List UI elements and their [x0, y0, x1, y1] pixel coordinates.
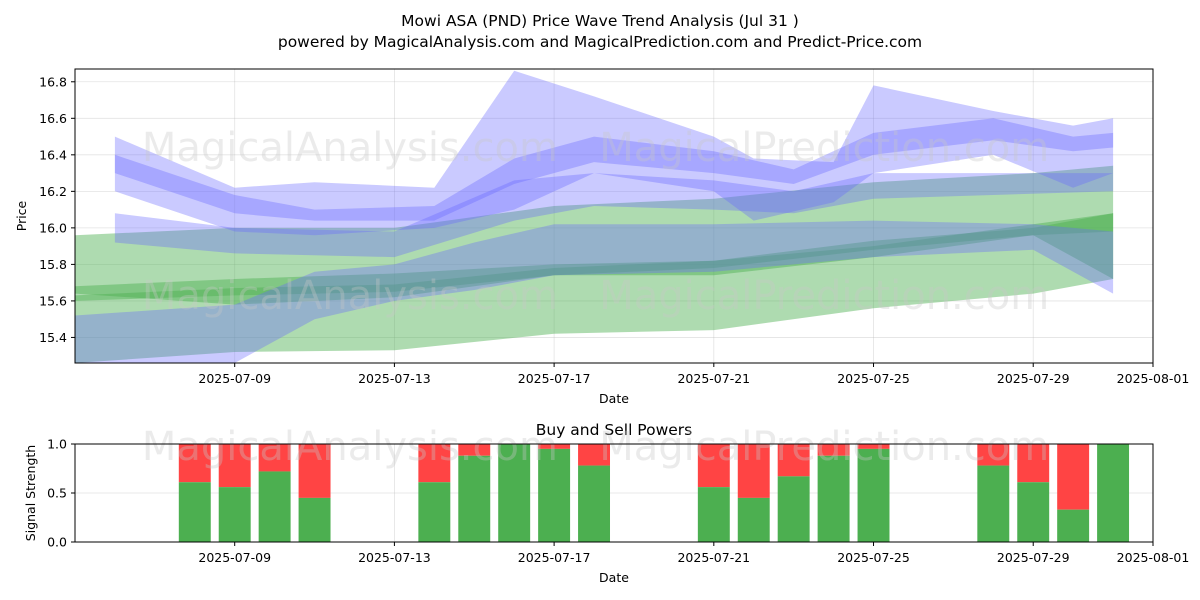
- bottom-chart-title: Buy and Sell Powers: [536, 421, 693, 439]
- bottom-x-tick-label: 2025-08-01: [1117, 550, 1190, 565]
- sell-power-bar: [178, 444, 211, 483]
- top-panel: MagicalAnalysis.com MagicalPrediction.com…: [14, 68, 1190, 406]
- buy-power-bar: [817, 455, 850, 542]
- sell-power-bar: [458, 444, 491, 456]
- watermark-text: MagicalPrediction.com: [599, 424, 1049, 470]
- bottom-x-tick-label: 2025-07-21: [677, 550, 750, 565]
- sell-power-bar: [578, 444, 611, 466]
- top-x-tick-label: 2025-08-01: [1117, 371, 1190, 386]
- sell-power-bar: [258, 444, 291, 472]
- top-y-axis-label: Price: [14, 200, 29, 231]
- buy-power-bar: [298, 497, 331, 542]
- chart-subtitle: powered by MagicalAnalysis.com and Magic…: [278, 33, 922, 51]
- bottom-x-tick-label: 2025-07-09: [198, 550, 271, 565]
- top-y-tick-label: 15.4: [39, 330, 67, 345]
- trend-band-green: [75, 213, 1114, 301]
- trend-band-blue: [114, 173, 1114, 258]
- bottom-y-tick-label: 0.5: [47, 486, 67, 501]
- buy-power-bar: [538, 448, 571, 542]
- trend-band-green: [75, 165, 1114, 305]
- buy-power-bar: [178, 482, 211, 542]
- buy-power-bar: [1057, 509, 1090, 542]
- top-plot-frame: [74, 68, 1154, 364]
- top-x-axis-label: Date: [599, 391, 629, 406]
- watermark-text: MagicalAnalysis.com: [142, 424, 558, 470]
- watermark-text: MagicalAnalysis.com: [142, 273, 558, 319]
- bottom-x-tick-label: 2025-07-29: [997, 550, 1070, 565]
- buy-power-bar: [418, 482, 451, 542]
- buy-power-bar: [578, 465, 611, 542]
- sell-power-bar: [817, 444, 850, 456]
- buy-power-bar: [1017, 482, 1050, 542]
- sell-power-bar: [1017, 444, 1050, 483]
- watermark-text: MagicalAnalysis.com: [142, 125, 558, 171]
- top-x-tick-label: 2025-07-17: [518, 371, 591, 386]
- top-x-tick-label: 2025-07-21: [677, 371, 750, 386]
- top-x-tick-label: 2025-07-29: [997, 371, 1070, 386]
- bottom-x-axis-label: Date: [599, 570, 629, 585]
- sell-power-bar: [218, 444, 251, 488]
- bottom-panel: Buy and Sell Powers MagicalAnalysis.com M…: [23, 421, 1189, 585]
- buy-power-bar: [777, 476, 810, 542]
- bottom-x-tick-label: 2025-07-13: [358, 550, 431, 565]
- bottom-x-tick-label: 2025-07-17: [518, 550, 591, 565]
- top-y-tick-label: 15.6: [39, 293, 67, 308]
- sell-power-bar: [298, 444, 331, 498]
- top-y-tick-label: 16.8: [39, 74, 67, 89]
- sell-power-bar: [538, 444, 571, 449]
- chart-title: Mowi ASA (PND) Price Wave Trend Analysis…: [401, 12, 799, 30]
- top-y-tick-label: 16.4: [39, 147, 67, 162]
- trend-band-blue: [114, 70, 1114, 236]
- top-y-tick-label: 16.0: [39, 220, 67, 235]
- bottom-y-axis-label: Signal Strength: [23, 445, 38, 541]
- top-y-tick-label: 16.6: [39, 111, 67, 126]
- sell-power-bar: [857, 444, 890, 449]
- top-x-tick-label: 2025-07-25: [837, 371, 910, 386]
- bottom-x-tick-label: 2025-07-25: [837, 550, 910, 565]
- trend-band-blue: [75, 220, 1114, 363]
- top-y-tick-label: 15.8: [39, 257, 67, 272]
- buy-power-bar: [697, 487, 730, 542]
- sell-power-bar: [1057, 444, 1090, 510]
- buy-power-bar: [977, 465, 1010, 542]
- top-x-tick-label: 2025-07-13: [358, 371, 431, 386]
- top-y-tick-label: 16.2: [39, 184, 67, 199]
- sell-power-bar: [697, 444, 730, 488]
- sell-power-bar: [737, 444, 770, 498]
- sell-power-bar: [777, 444, 810, 477]
- buy-power-bar: [737, 497, 770, 542]
- buy-power-bar: [1097, 444, 1130, 542]
- sell-power-bar: [977, 444, 1010, 466]
- bottom-y-tick-label: 0.0: [47, 535, 67, 550]
- buy-power-bar: [458, 455, 491, 542]
- buy-power-bar: [498, 444, 531, 542]
- trend-band-blue: [114, 118, 1114, 221]
- bottom-y-tick-label: 1.0: [47, 437, 67, 452]
- sell-power-bar: [418, 444, 451, 483]
- watermark-text: MagicalPrediction.com: [599, 125, 1049, 171]
- buy-power-bar: [218, 487, 251, 542]
- watermark-text: MagicalPrediction.com: [599, 273, 1049, 319]
- trend-band-green: [75, 213, 1114, 363]
- buy-power-bar: [258, 471, 291, 542]
- top-x-tick-label: 2025-07-09: [198, 371, 271, 386]
- buy-power-bar: [857, 448, 890, 542]
